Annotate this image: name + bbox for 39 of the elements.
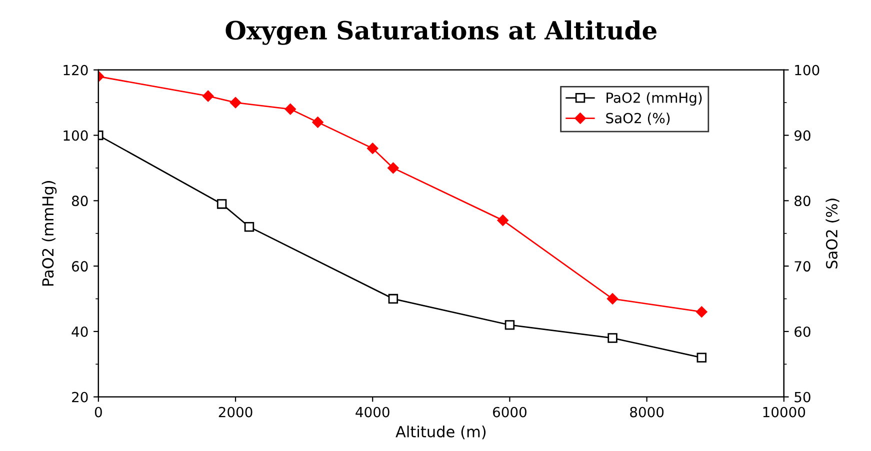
y2-axis-title: SaO2 (%) <box>826 198 840 268</box>
x-tick-label: 2000 <box>218 406 252 418</box>
y2-tick-label: 90 <box>794 130 810 141</box>
point <box>367 142 378 154</box>
point <box>606 293 618 304</box>
x-tick-label: 10000 <box>763 406 806 418</box>
y2-tick-label: 80 <box>794 196 810 206</box>
point <box>608 333 618 343</box>
point <box>388 294 398 304</box>
x-tick-label: 8000 <box>630 406 664 418</box>
x-axis-title: Altitude (m) <box>396 426 486 440</box>
point <box>216 199 227 209</box>
y2-tick-label: 60 <box>794 326 810 337</box>
point <box>696 352 707 363</box>
x-tick-label: 0 <box>94 406 102 418</box>
point <box>284 104 296 115</box>
point <box>696 306 708 318</box>
point <box>388 162 399 174</box>
point <box>312 116 324 128</box>
y-tick-label: 120 <box>64 64 88 76</box>
point <box>202 90 214 102</box>
y-tick-label: 80 <box>72 196 88 206</box>
legend-label: PaO2 (mmHg) <box>606 92 702 106</box>
point <box>497 214 508 226</box>
y2-tick-label: 100 <box>795 64 820 76</box>
point <box>504 320 515 330</box>
y-tick-label: 40 <box>72 326 88 337</box>
y2-tick-label: 50 <box>794 392 810 402</box>
y-axis-title: PaO2 (mmHg) <box>42 181 57 286</box>
x-tick-label: 4000 <box>356 406 390 418</box>
point <box>244 222 254 232</box>
y-tick-label: 60 <box>72 261 88 272</box>
x-tick-label: 6000 <box>493 406 526 418</box>
point <box>230 96 242 108</box>
y-tick-label: 20 <box>72 392 88 402</box>
y2-tick-label: 70 <box>794 261 810 272</box>
y-tick-label: 100 <box>64 130 88 141</box>
chart-title: Oxygen Saturations at Altitude <box>226 20 657 45</box>
legend-label: SaO2 (%) <box>606 112 670 125</box>
